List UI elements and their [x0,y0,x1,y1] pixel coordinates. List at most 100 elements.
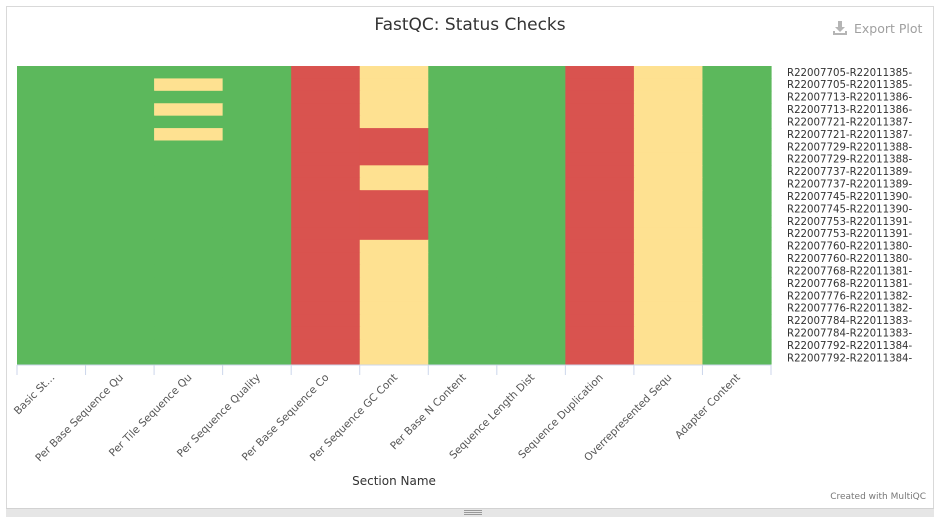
heatmap-cell[interactable] [222,301,292,315]
heatmap-cell[interactable] [496,140,566,154]
heatmap-cell[interactable] [222,264,292,278]
heatmap-cell[interactable] [17,202,87,216]
heatmap-cell[interactable] [154,115,224,129]
heatmap-cell[interactable] [222,190,292,204]
heatmap-cell[interactable] [702,239,772,253]
heatmap-cell[interactable] [222,339,292,353]
heatmap-cell[interactable] [222,227,292,241]
heatmap-cell[interactable] [565,103,635,117]
heatmap-cell[interactable] [222,351,292,365]
heatmap-cell[interactable] [85,140,155,154]
plot-resize-handle[interactable] [6,508,934,517]
heatmap-cell[interactable] [702,78,772,92]
heatmap-cell[interactable] [428,128,498,142]
heatmap-cell[interactable] [17,78,87,92]
heatmap-cell[interactable] [428,66,498,80]
heatmap-cell[interactable] [291,202,361,216]
heatmap-cell[interactable] [17,128,87,142]
heatmap-cell[interactable] [222,252,292,266]
heatmap-cell[interactable] [85,277,155,291]
heatmap-cell[interactable] [85,177,155,191]
heatmap-cell[interactable] [428,264,498,278]
heatmap-cell[interactable] [565,177,635,191]
heatmap-cell[interactable] [428,202,498,216]
heatmap-cell[interactable] [496,202,566,216]
heatmap-cell[interactable] [565,314,635,328]
heatmap-cell[interactable] [222,314,292,328]
heatmap-cell[interactable] [428,115,498,129]
heatmap-cell[interactable] [154,301,224,315]
heatmap-cell[interactable] [359,165,429,179]
heatmap-cell[interactable] [565,66,635,80]
heatmap-cell[interactable] [702,165,772,179]
heatmap-cell[interactable] [565,339,635,353]
heatmap-cell[interactable] [496,78,566,92]
heatmap-cell[interactable] [291,239,361,253]
heatmap-cell[interactable] [702,152,772,166]
heatmap-cell[interactable] [428,152,498,166]
heatmap-cell[interactable] [17,177,87,191]
heatmap-cell[interactable] [291,227,361,241]
heatmap-cell[interactable] [565,264,635,278]
heatmap-cell[interactable] [565,128,635,142]
heatmap-cell[interactable] [565,301,635,315]
heatmap-cell[interactable] [359,177,429,191]
heatmap-cell[interactable] [17,190,87,204]
heatmap-cell[interactable] [359,66,429,80]
heatmap-cell[interactable] [496,190,566,204]
heatmap-cell[interactable] [428,301,498,315]
heatmap-cell[interactable] [633,140,704,154]
heatmap-cell[interactable] [633,115,704,129]
heatmap-cell[interactable] [154,66,224,80]
heatmap-cell[interactable] [222,152,292,166]
heatmap-cell[interactable] [154,264,224,278]
heatmap-cell[interactable] [633,128,704,142]
heatmap-cell[interactable] [154,227,224,241]
heatmap-cell[interactable] [633,277,704,291]
heatmap-cell[interactable] [565,239,635,253]
heatmap-cell[interactable] [565,227,635,241]
heatmap-cell[interactable] [359,239,429,253]
heatmap-cell[interactable] [85,66,155,80]
heatmap-cell[interactable] [702,227,772,241]
heatmap-cell[interactable] [565,277,635,291]
heatmap-cell[interactable] [17,351,87,365]
heatmap-cell[interactable] [496,227,566,241]
heatmap-cell[interactable] [702,264,772,278]
heatmap-cell[interactable] [222,326,292,340]
heatmap-cell[interactable] [85,264,155,278]
heatmap-cell[interactable] [222,128,292,142]
heatmap-cell[interactable] [222,103,292,117]
heatmap-cell[interactable] [291,165,361,179]
heatmap-cell[interactable] [85,289,155,303]
heatmap-cell[interactable] [565,152,635,166]
heatmap-cell[interactable] [154,215,224,229]
heatmap-cell[interactable] [222,66,292,80]
heatmap-cell[interactable] [633,177,704,191]
heatmap-cell[interactable] [85,90,155,104]
heatmap-cell[interactable] [565,202,635,216]
heatmap-cell[interactable] [428,165,498,179]
heatmap-cell[interactable] [565,289,635,303]
heatmap-cell[interactable] [359,152,429,166]
heatmap-cell[interactable] [17,215,87,229]
heatmap-cell[interactable] [565,115,635,129]
heatmap-cell[interactable] [633,314,704,328]
heatmap-cell[interactable] [702,103,772,117]
heatmap-cell[interactable] [154,339,224,353]
heatmap-cell[interactable] [633,264,704,278]
heatmap-cell[interactable] [633,78,704,92]
heatmap-cell[interactable] [291,90,361,104]
heatmap-cell[interactable] [702,351,772,365]
heatmap-cell[interactable] [428,215,498,229]
heatmap-cell[interactable] [291,177,361,191]
heatmap-cell[interactable] [85,215,155,229]
heatmap-cell[interactable] [17,66,87,80]
heatmap-cell[interactable] [291,115,361,129]
heatmap-cell[interactable] [565,78,635,92]
heatmap-cell[interactable] [496,314,566,328]
heatmap-cell[interactable] [222,177,292,191]
heatmap-cell[interactable] [17,239,87,253]
heatmap-cell[interactable] [428,177,498,191]
heatmap-cell[interactable] [291,351,361,365]
